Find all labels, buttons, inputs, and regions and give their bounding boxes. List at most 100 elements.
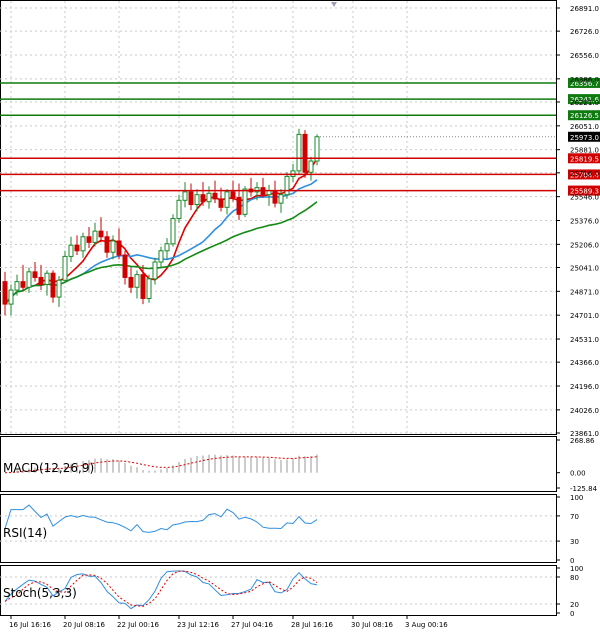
candle-body	[272, 189, 278, 204]
price-tick-label: 26051.0	[570, 123, 599, 131]
indicator-tick-label: 20	[570, 601, 579, 609]
price-tick-label: 24026.0	[570, 407, 599, 415]
stochastic-signal-line	[4, 570, 318, 607]
price-tick-label: 24366.0	[570, 359, 599, 367]
candle-body	[20, 281, 26, 288]
price-grid	[0, 1, 556, 434]
level-label-box	[568, 153, 600, 164]
price-tick-label: 25881.0	[570, 147, 599, 155]
indicator-tick-label: 268.86	[570, 437, 595, 445]
time-axis: 16 Jul 16:16 20 Jul 08:16 22 Jul 00:16 23 J…	[9, 615, 448, 629]
candle-body	[80, 236, 86, 252]
price-tick-label: 24701.0	[570, 312, 599, 320]
price-axis: 26891.0 26726.0 26556.0 26386.0 26221.0 26051…	[556, 5, 599, 438]
candle-body	[200, 194, 206, 203]
price-tick-label: 24196.0	[570, 383, 599, 391]
candle-body	[158, 250, 164, 263]
candle-body	[230, 191, 236, 198]
price-tick-label: 26221.0	[570, 99, 599, 107]
level-label: 25704.4	[570, 171, 599, 179]
candle-body	[62, 255, 68, 281]
macd-signal-line	[4, 456, 318, 474]
indicator-tick-label: 0	[570, 557, 574, 565]
current-price-label: 25973.0	[570, 134, 599, 142]
indicator-tick-label: 100	[570, 494, 583, 502]
level-label: 26241.6	[570, 96, 599, 104]
indicator-tick-label: 100	[570, 565, 583, 573]
stochastic-main-line	[4, 570, 318, 610]
rsi-label: RSI(14)	[3, 526, 47, 540]
candle-body	[170, 218, 176, 245]
candle-body	[26, 271, 32, 288]
candle-body	[206, 192, 212, 203]
time-tick-label: 3 Aug 00:16	[405, 621, 448, 629]
candle-body	[152, 261, 158, 280]
level-label-box	[568, 110, 600, 121]
candle-body	[32, 271, 38, 278]
macd-pane-frame	[0, 436, 557, 492]
candle-body	[128, 276, 134, 288]
price-tick-label: 24871.0	[570, 288, 599, 296]
price-tick-label: 26726.0	[570, 28, 599, 36]
candle-body	[212, 192, 218, 200]
price-tick-label: 26891.0	[570, 5, 599, 13]
time-tick-label: 20 Jul 08:16	[63, 621, 106, 629]
candle-body	[68, 244, 74, 257]
candle-body	[308, 160, 314, 173]
stochastic-series	[0, 570, 556, 610]
candle-body	[86, 236, 92, 243]
candle-body	[176, 199, 182, 220]
candle-body	[290, 170, 296, 177]
candle-body	[284, 175, 290, 196]
level-label-box	[568, 169, 600, 180]
candle-body	[116, 240, 122, 256]
price-tick-label: 26386.0	[570, 76, 599, 84]
price-tick-label: 25206.0	[570, 241, 599, 249]
macd-series	[4, 454, 318, 474]
time-tick-label: 28 Jul 16:16	[291, 621, 334, 629]
rsi-pane: 100 70 30 0 RSI(14)	[0, 494, 583, 565]
candle-body	[92, 230, 98, 243]
candle-body	[254, 187, 260, 193]
candle-body	[8, 289, 14, 305]
rsi-pane-frame	[0, 494, 557, 563]
indicator-tick-label: 0	[570, 610, 574, 618]
price-pane: 26356.7 26241.6 26126.5 25819.5 25704.4 25589…	[0, 0, 600, 438]
macd-axis: 268.86 0.00 -125.84	[556, 437, 598, 493]
macd-pane: 268.86 0.00 -125.84 MACD(12,26,9)	[0, 436, 598, 493]
time-tick-label: 22 Jul 00:16	[117, 621, 160, 629]
candle-body	[164, 243, 170, 252]
price-tick-label: 25546.0	[570, 194, 599, 202]
chart-shift-marker-icon[interactable]	[331, 2, 337, 7]
price-tick-label: 25716.0	[570, 170, 599, 178]
price-tick-label: 23861.0	[570, 430, 599, 438]
candle-body	[218, 198, 224, 208]
candle-body	[236, 196, 242, 215]
indicator-tick-label: -125.84	[570, 485, 598, 493]
time-tick-label: 27 Jul 04:16	[231, 621, 274, 629]
indicator-tick-label: 0.00	[570, 470, 586, 478]
time-tick-label: 30 Jul 08:16	[351, 621, 394, 629]
candle-body	[38, 276, 44, 285]
level-label: 25819.5	[570, 155, 599, 163]
candle-body	[314, 136, 320, 162]
candle-body	[50, 272, 56, 298]
level-label-box	[568, 94, 600, 105]
candle-body	[278, 194, 284, 204]
indicator-tick-label: 70	[570, 513, 579, 521]
level-label: 25589.3	[570, 188, 599, 196]
candles	[2, 128, 320, 316]
rsi-line	[4, 504, 318, 533]
price-levels: 26356.7 26241.6 26126.5 25819.5 25704.4 25589…	[0, 77, 600, 196]
price-tick-label: 26556.0	[570, 52, 599, 60]
candle-body	[98, 230, 104, 238]
candle-body	[182, 191, 188, 201]
time-tick-label: 16 Jul 16:16	[9, 621, 52, 629]
candle-body	[296, 133, 302, 172]
candle-body	[56, 279, 62, 298]
candle-body	[140, 274, 146, 299]
